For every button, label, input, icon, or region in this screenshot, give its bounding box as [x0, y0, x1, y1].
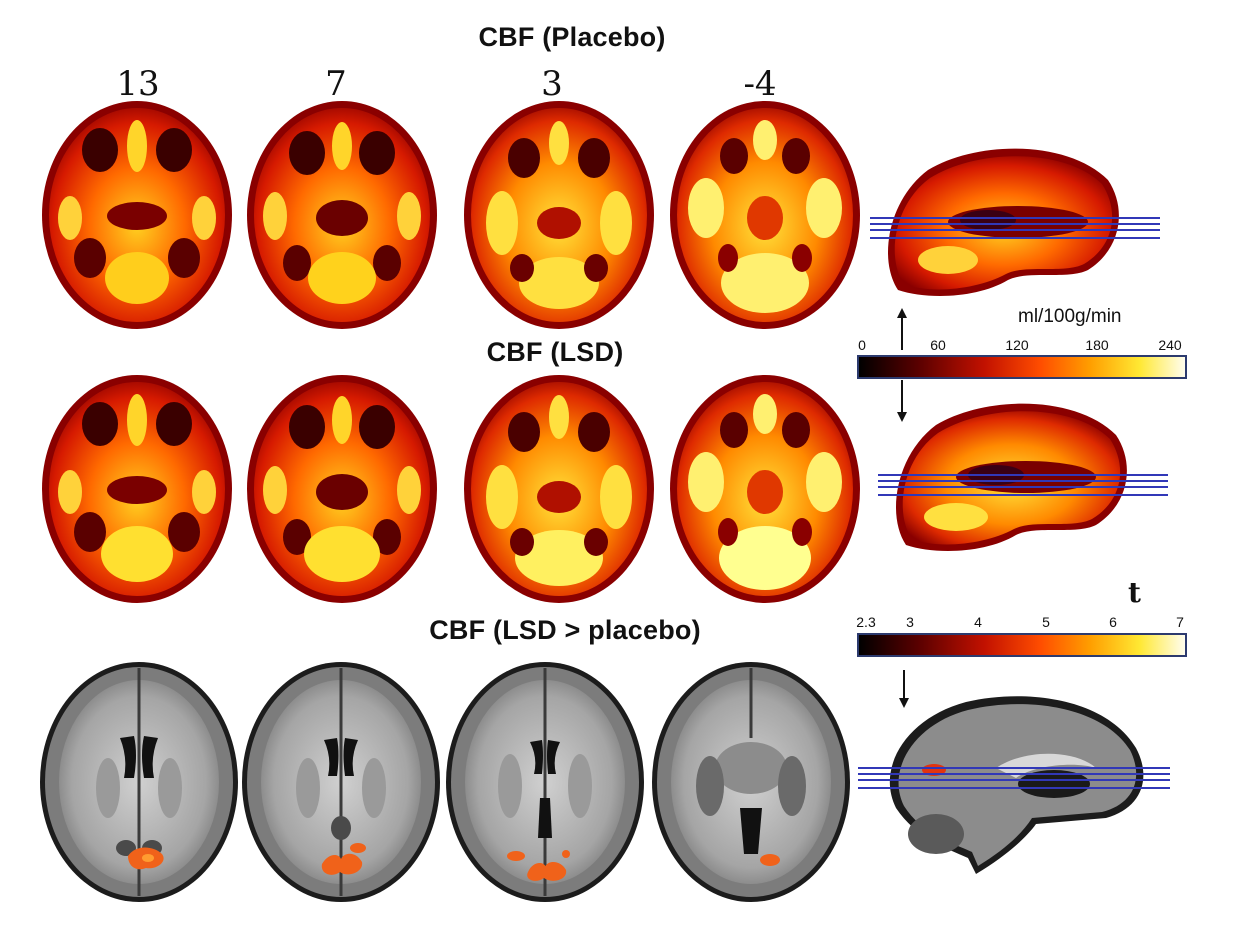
t-tick-6: 6	[1109, 614, 1117, 630]
t-tick-7: 7	[1176, 614, 1184, 630]
slice-label-minus4: -4	[743, 64, 777, 104]
cbf-scale-unit: ml/100g/min	[1018, 306, 1122, 327]
t-tick-5: 5	[1042, 614, 1050, 630]
arrow-up-icon	[897, 308, 907, 350]
lsd-axial-slice-7	[247, 375, 437, 603]
lsd-axial-slice-13	[42, 375, 232, 603]
cbf-tick-180: 180	[1085, 337, 1109, 353]
slice-label-13: 13	[116, 64, 160, 104]
diff-axial-slice-minus4	[652, 662, 850, 902]
t-tick-2-3: 2.3	[856, 614, 876, 630]
slice-label-7: 7	[325, 64, 347, 104]
cbf-tick-120: 120	[1005, 337, 1029, 353]
placebo-axial-slice-13	[42, 101, 232, 329]
diff-sagittal-slice	[858, 696, 1170, 874]
placebo-sagittal-slice	[870, 148, 1160, 296]
arrow-down-icon-2	[899, 670, 909, 708]
t-tick-4: 4	[974, 614, 982, 630]
t-scale-label: t	[1128, 576, 1141, 609]
lsd-axial-slice-3	[464, 375, 654, 603]
lsd-sagittal-slice	[878, 403, 1168, 551]
cbf-tick-240: 240	[1158, 337, 1182, 353]
title-diff: CBF (LSD > placebo)	[429, 615, 701, 645]
title-placebo: CBF (Placebo)	[478, 22, 666, 52]
slice-label-3: 3	[541, 64, 563, 104]
diff-axial-slice-13	[40, 662, 238, 902]
cbf-tick-0: 0	[858, 337, 866, 353]
lsd-axial-slice-minus4	[670, 375, 860, 603]
t-colorbar	[857, 633, 1187, 657]
cbf-tick-60: 60	[930, 337, 946, 353]
placebo-axial-slice-minus4	[670, 101, 860, 329]
cbf-colorbar	[857, 355, 1187, 379]
placebo-axial-slice-3	[464, 101, 654, 329]
placebo-axial-slice-7	[247, 101, 437, 329]
arrow-down-icon	[897, 380, 907, 422]
diff-axial-slice-3	[446, 662, 644, 902]
diff-axial-slice-7	[242, 662, 440, 902]
t-tick-3: 3	[906, 614, 914, 630]
title-lsd: CBF (LSD)	[486, 337, 624, 367]
